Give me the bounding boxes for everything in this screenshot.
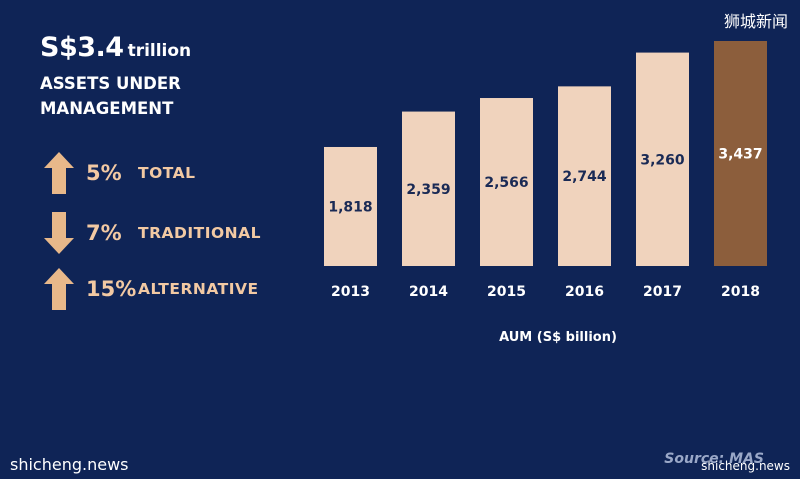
metric-traditional: 7% TRADITIONAL: [44, 212, 261, 254]
watermark-top-right: 狮城新闻: [723, 12, 788, 31]
source-note: Source: MAS: [664, 451, 764, 467]
metric-total: 5% TOTAL: [44, 152, 196, 194]
bar-2018: [714, 41, 767, 266]
metric-alternative-label: ALTERNATIVE: [138, 280, 259, 298]
watermark-bottom-right: shicheng.news: [701, 459, 790, 473]
down-arrow-icon: [44, 212, 74, 254]
up-arrow-icon: [44, 152, 74, 194]
bar-value-label: 1,818: [328, 199, 372, 215]
bar-2016: [558, 86, 611, 266]
metric-total-percent: 5%: [86, 161, 122, 185]
metric-traditional-label: TRADITIONAL: [138, 224, 261, 242]
bar-value-label: 3,437: [718, 147, 762, 163]
bar-value-label: 2,566: [484, 175, 528, 191]
metric-alternative-percent: 15%: [86, 277, 137, 301]
metric-traditional-percent: 7%: [86, 221, 122, 245]
metric-alternative: 15% ALTERNATIVE: [44, 268, 259, 310]
metric-total-label: TOTAL: [138, 164, 196, 182]
bar-value-label: 2,744: [562, 169, 607, 185]
headline-line2: MANAGEMENT: [40, 99, 174, 118]
x-tick-label: 2013: [331, 284, 370, 300]
bar-2014: [402, 111, 455, 266]
bar-2013: [324, 146, 377, 266]
headline-value: S$3.4: [40, 32, 124, 63]
x-axis-title: AUM (S$ billion): [499, 330, 617, 345]
watermark-bottom-left: shicheng.news: [10, 455, 129, 474]
bar-value-label: 2,359: [406, 182, 450, 198]
x-tick-label: 2017: [643, 284, 682, 300]
bar-2015: [480, 98, 533, 267]
headline-subtitle: ASSETS UNDER MANAGEMENT: [40, 71, 191, 121]
x-tick-label: 2014: [409, 284, 448, 300]
x-tick-label: 2015: [487, 284, 526, 300]
headline-line1: ASSETS UNDER: [40, 74, 181, 93]
x-tick-label: 2018: [721, 284, 760, 300]
bar-value-label: 3,260: [640, 152, 685, 168]
headline-unit: trillion: [127, 41, 192, 61]
headline: S$3.4 trillion ASSETS UNDER MANAGEMENT: [40, 32, 191, 121]
x-tick-label: 2016: [565, 284, 604, 300]
bar-2017: [636, 52, 689, 266]
up-arrow-icon: [44, 268, 74, 310]
